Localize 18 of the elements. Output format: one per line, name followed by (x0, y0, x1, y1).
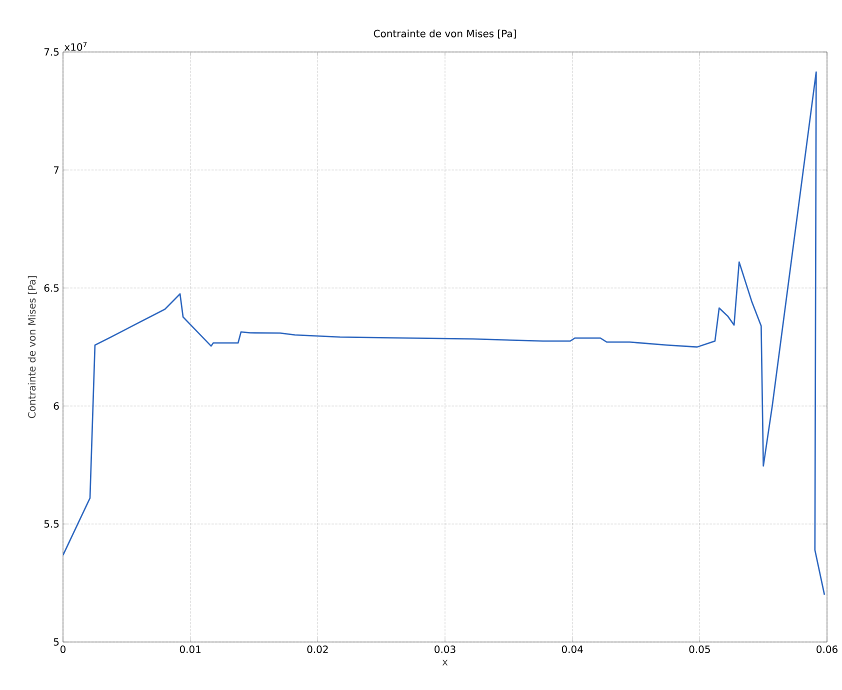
y-tick-label: 7 (54, 166, 59, 174)
y-tick-label: 5 (54, 638, 59, 646)
y-tick-label: 6 (54, 402, 59, 410)
x-tick-label: 0.03 (434, 646, 456, 654)
x-tick-label: 0.04 (562, 646, 583, 654)
y-axis-title: Contrainte de von Mises [Pa] (28, 276, 37, 418)
x-tick-label: 0.01 (180, 646, 201, 654)
chart-title: Contrainte de von Mises [Pa] (374, 30, 516, 38)
text: x10$^{7}$ (64, 42, 87, 51)
y-tick-label: 7.5 (44, 48, 59, 56)
x-axis-title: x (442, 660, 448, 666)
line-series (63, 71, 826, 596)
x-tick-label: 0 (60, 646, 66, 654)
x-tick-label: 0.06 (816, 646, 838, 654)
y-tick-label: 5.5 (44, 520, 59, 528)
x-tick-label: 0.05 (689, 646, 710, 654)
x-tick-label: 0.02 (307, 646, 328, 654)
y-tick-label: 6.5 (44, 284, 59, 292)
